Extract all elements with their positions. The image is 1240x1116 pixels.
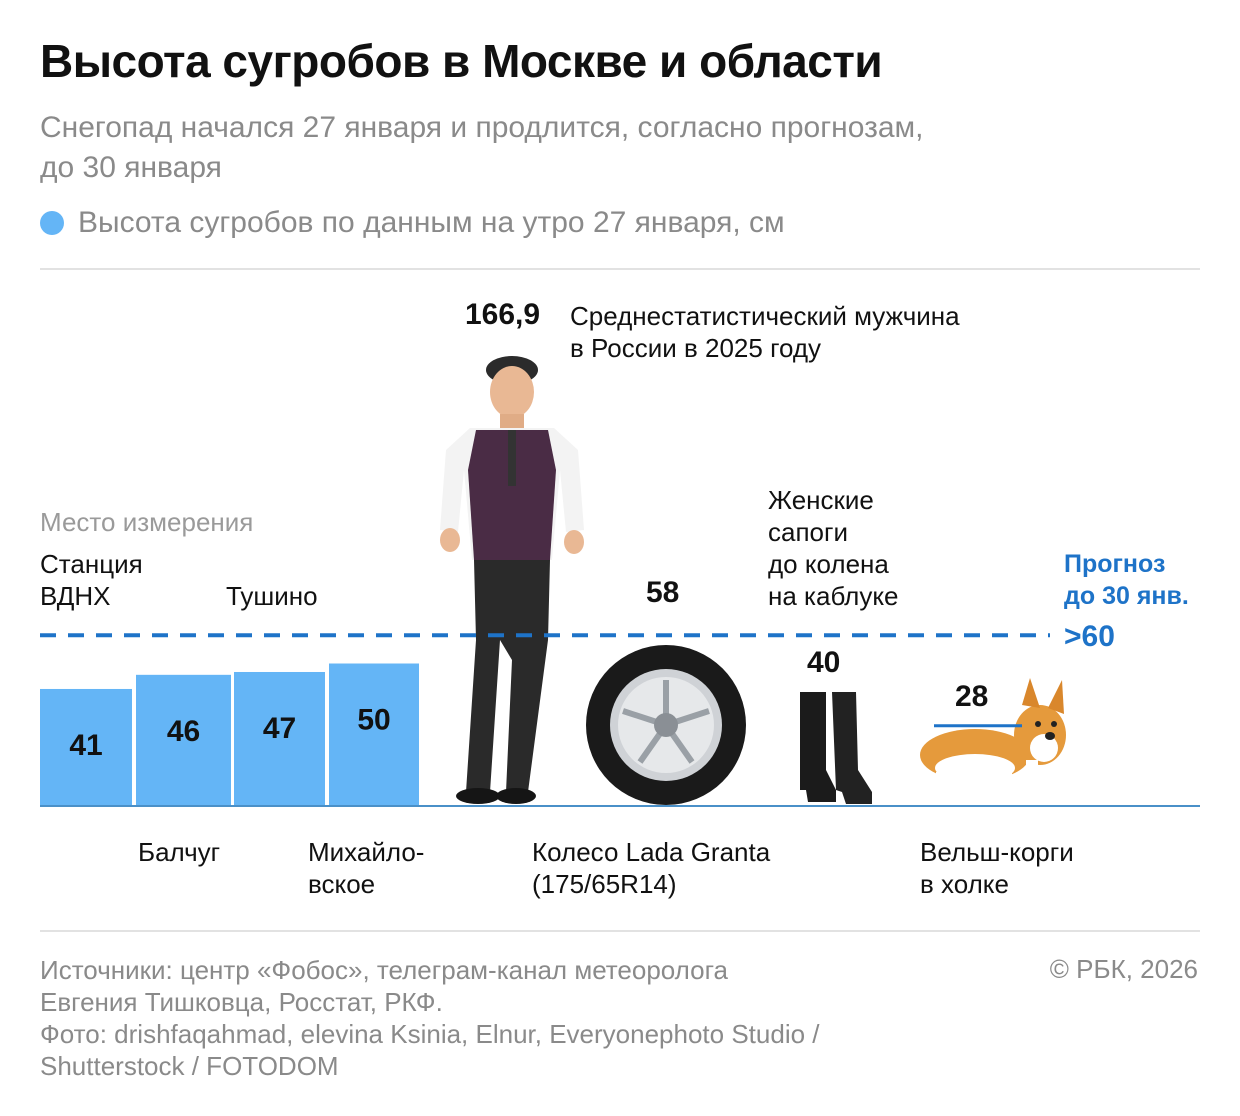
legend-label: Высота сугробов по данным на утро 27 янв… xyxy=(78,206,785,239)
legend: Высота сугробов по данным на утро 27 янв… xyxy=(40,206,785,240)
bar-0 xyxy=(40,688,132,805)
bar-3 xyxy=(329,663,419,805)
place-caption: Место измерения xyxy=(40,507,254,537)
bar-value-label-0: 41 xyxy=(69,729,102,762)
wheel-value: 58 xyxy=(646,576,680,609)
corgi-illustration xyxy=(920,678,1066,800)
boots-illustration xyxy=(800,692,872,804)
bar-2 xyxy=(234,671,325,805)
reference-marks xyxy=(40,633,1200,807)
bar-value-label-3: 50 xyxy=(357,704,390,737)
legend-swatch xyxy=(40,211,64,235)
bar-value-label-2: 47 xyxy=(263,712,296,745)
copyright: © РБК, 2026 xyxy=(1049,954,1198,984)
forecast-label: Прогноз до 30 янв. xyxy=(1064,550,1189,610)
page-subtitle: Снегопад начался 27 января и продлится, … xyxy=(40,111,924,184)
wheel-illustration xyxy=(586,645,746,805)
bar-group: 41 46 47 50 xyxy=(40,663,419,805)
corgi-label: Вельш-корги в холке xyxy=(920,837,1074,899)
boots-value: 40 xyxy=(807,646,841,679)
boots-label: Женские сапоги до колена на каблуке xyxy=(768,485,899,611)
bottom-divider xyxy=(40,930,1200,932)
category-label-1: Балчуг xyxy=(138,837,221,867)
illustrations xyxy=(440,356,1066,805)
top-divider xyxy=(40,268,1200,270)
bar-1 xyxy=(136,674,231,805)
man-value: 166,9 xyxy=(465,298,541,331)
sources-note: Источники: центр «Фобос», телеграм-канал… xyxy=(40,955,820,1081)
category-label-3: Михайло- вское xyxy=(308,837,425,899)
page-title: Высота сугробов в Москве и области xyxy=(40,35,883,87)
category-label-2: Тушино xyxy=(226,581,318,611)
bar-value-label-1: 46 xyxy=(167,715,200,748)
man-illustration xyxy=(440,356,584,804)
chart: 41 46 47 50 xyxy=(40,356,1200,807)
category-label-0: Станция ВДНХ xyxy=(40,549,143,611)
man-label: Среднестатистический мужчина в России в … xyxy=(570,301,960,363)
forecast-value: >60 xyxy=(1064,620,1115,653)
wheel-label: Колесо Lada Granta (175/65R14) xyxy=(532,837,771,899)
corgi-value: 28 xyxy=(955,680,989,713)
